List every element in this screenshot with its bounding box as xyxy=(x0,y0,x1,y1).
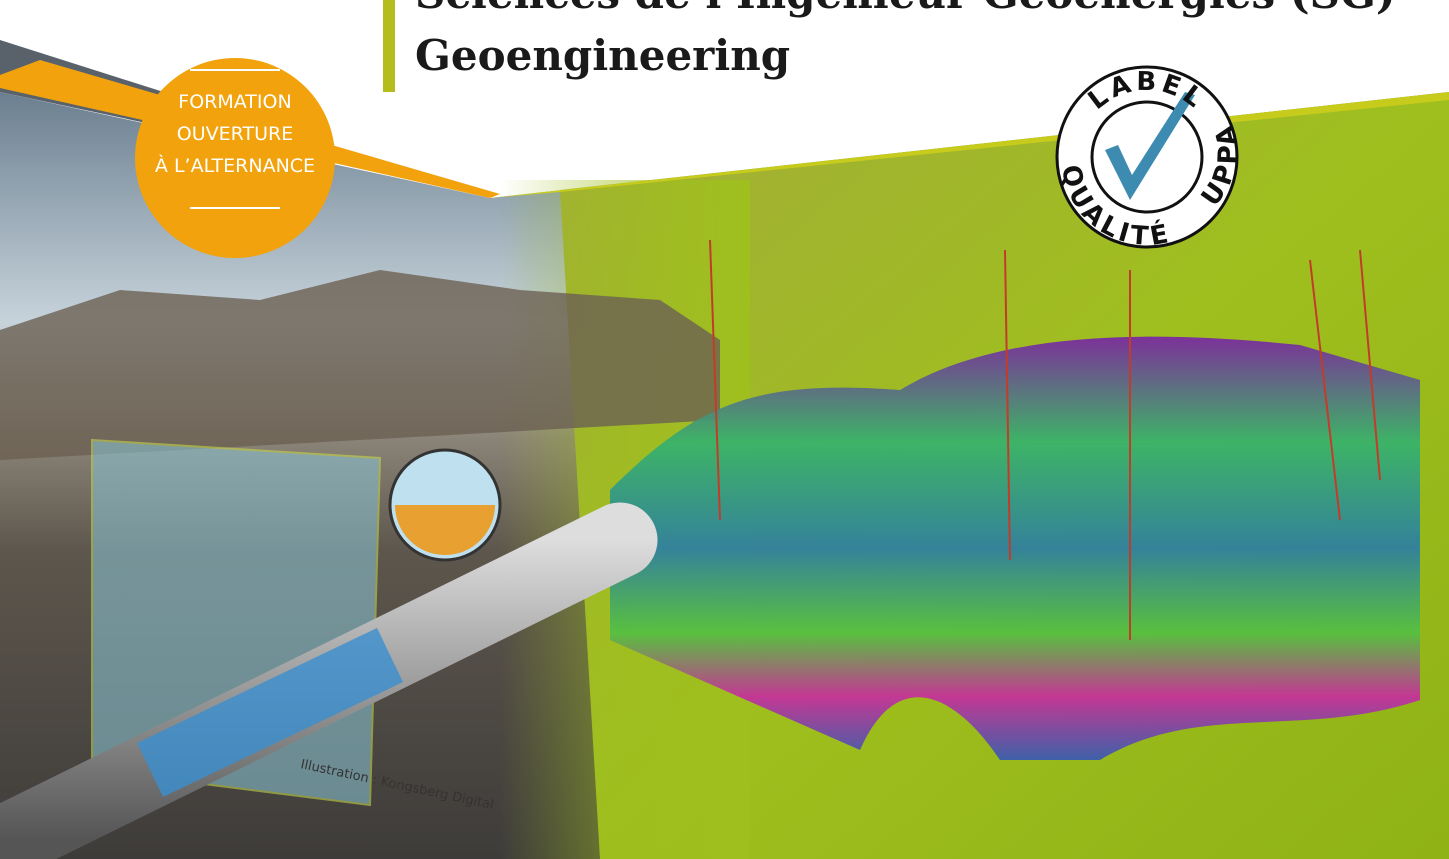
hud-heat xyxy=(395,505,495,555)
check-mark xyxy=(1105,92,1195,200)
title-accent xyxy=(383,0,395,92)
reservoir-model xyxy=(610,336,1420,760)
mountains xyxy=(0,270,720,460)
label-inner-ring xyxy=(1090,100,1204,214)
badge xyxy=(135,58,335,258)
pipe-scan xyxy=(137,627,403,798)
wells xyxy=(709,239,1381,640)
title-line1: Sciences de l’Ingénieur Géoénergies (SG) xyxy=(415,0,1396,18)
title-line2: Geoengineering xyxy=(415,31,790,80)
badge-line: FORMATION xyxy=(178,91,291,113)
badge-line: OUVERTURE xyxy=(177,123,293,145)
badge-line: À L’ALTERNANCE xyxy=(155,154,315,177)
